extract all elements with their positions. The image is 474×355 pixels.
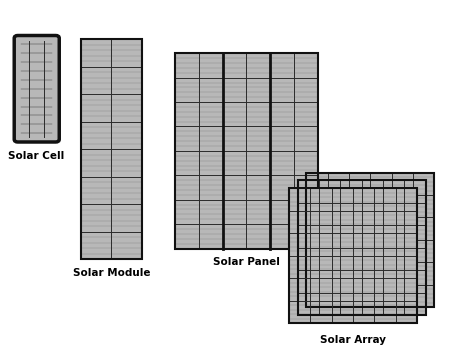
Bar <box>175 53 318 248</box>
Text: Solar Cell: Solar Cell <box>9 151 64 161</box>
Text: Solar Module: Solar Module <box>73 268 150 278</box>
Bar <box>289 188 417 323</box>
Text: Solar Panel: Solar Panel <box>213 257 280 267</box>
Bar <box>306 173 434 307</box>
Bar <box>289 188 417 323</box>
Bar <box>298 180 426 315</box>
Bar <box>298 180 426 315</box>
Bar <box>81 39 142 259</box>
Bar <box>306 173 434 307</box>
Text: Solar Array: Solar Array <box>320 335 386 345</box>
Bar <box>81 39 142 259</box>
FancyBboxPatch shape <box>14 36 59 142</box>
Bar <box>175 53 318 248</box>
